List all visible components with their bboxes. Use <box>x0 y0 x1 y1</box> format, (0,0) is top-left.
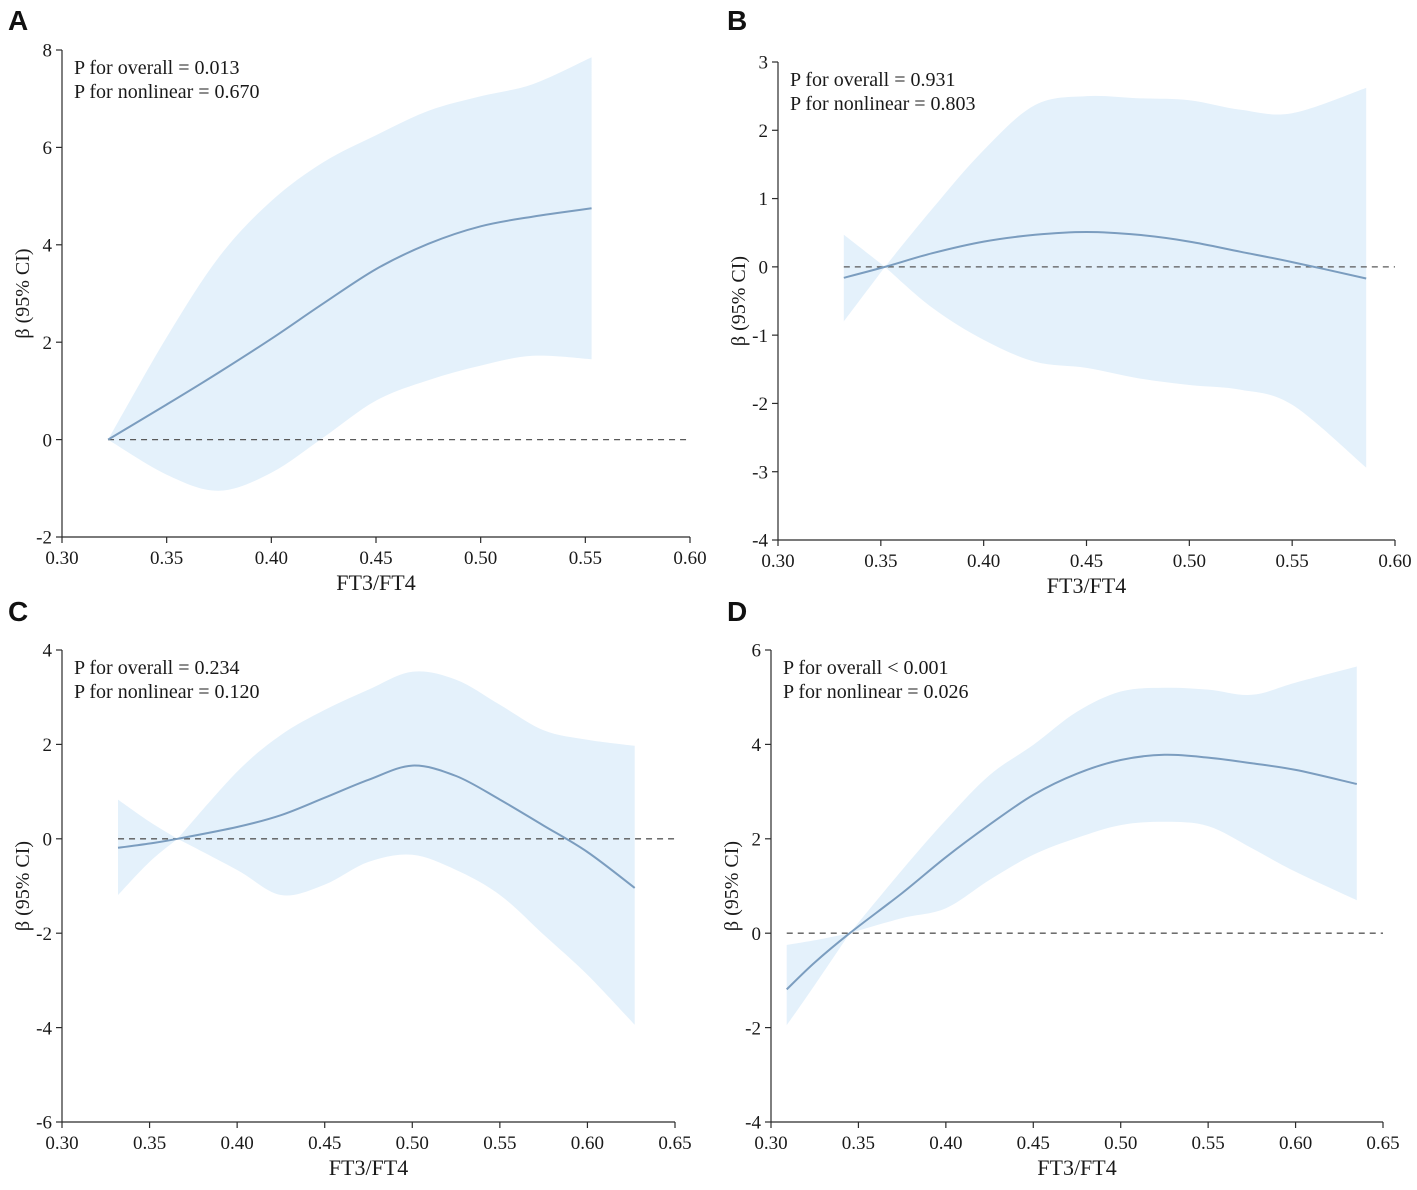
p-value-annotation-c-0: P for overall = 0.234 <box>74 657 240 679</box>
x-tick-label-d-1: 0.35 <box>842 1133 875 1154</box>
beta-curve-a <box>107 207 592 441</box>
panel-b: 0.30 0.35 0.40 0.45 0.50 0.55 0.60 -4 -3 -2 -1 0 1 2 3… <box>727 5 1412 598</box>
y-tick-label-c-0: -6 <box>36 1113 52 1134</box>
ci-band-d <box>786 666 1357 1026</box>
y-tick-label-b-6: 2 <box>759 121 769 142</box>
x-tick-label-a-0: 0.30 <box>45 548 78 569</box>
x-tick-label-b-1: 0.35 <box>864 551 897 572</box>
x-tick-label-c-5: 0.55 <box>483 1133 516 1154</box>
x-tick-label-a-3: 0.45 <box>359 548 392 569</box>
x-tick-label-c-7: 0.65 <box>658 1133 691 1154</box>
ci-band-b <box>843 87 1367 468</box>
x-tick-label-d-0: 0.30 <box>754 1133 787 1154</box>
x-tick-label-a-2: 0.40 <box>255 548 288 569</box>
x-tick-label-c-0: 0.30 <box>45 1133 78 1154</box>
panel-label-c: C <box>8 596 28 627</box>
x-tick-label-a-5: 0.55 <box>569 548 602 569</box>
y-tick-label-d-0: -4 <box>745 1113 761 1134</box>
p-value-annotation-b-1: P for nonlinear = 0.803 <box>790 93 976 115</box>
p-value-annotation-c-1: P for nonlinear = 0.120 <box>74 681 260 703</box>
x-tick-label-d-3: 0.45 <box>1017 1133 1050 1154</box>
x-tick-label-c-3: 0.45 <box>308 1133 341 1154</box>
x-tick-label-b-6: 0.60 <box>1378 551 1411 572</box>
y-tick-label-c-4: 2 <box>43 735 53 756</box>
panel-label-d: D <box>727 596 747 627</box>
y-axis-label-a: β (95% CI) <box>12 248 34 338</box>
y-tick-label-b-0: -4 <box>752 531 768 552</box>
ci-band-c <box>118 671 635 1025</box>
y-tick-label-d-5: 6 <box>752 641 762 662</box>
beta-curve-b <box>843 231 1367 280</box>
y-tick-label-b-3: -1 <box>752 326 768 347</box>
panel-c: 0.30 0.35 0.40 0.45 0.50 0.55 0.60 0.65 -6 -4 -2 0 2… <box>8 596 692 1180</box>
y-tick-label-c-5: 4 <box>43 641 53 662</box>
p-value-annotation-b-0: P for overall = 0.931 <box>790 69 956 91</box>
x-axis-label-d: FT3/FT4 <box>1037 1155 1116 1180</box>
y-axis-label-b: β (95% CI) <box>728 256 750 346</box>
x-tick-label-c-2: 0.40 <box>221 1133 254 1154</box>
y-axis-label-c: β (95% CI) <box>12 841 34 931</box>
panel-label-a: A <box>8 5 28 36</box>
p-value-annotation-d-0: P for overall < 0.001 <box>783 657 949 679</box>
x-tick-label-b-5: 0.55 <box>1276 551 1309 572</box>
x-tick-label-d-6: 0.60 <box>1279 1133 1312 1154</box>
x-tick-label-d-2: 0.40 <box>929 1133 962 1154</box>
x-axis-label-b: FT3/FT4 <box>1047 573 1126 598</box>
panel-a: 0.30 0.35 0.40 0.45 0.50 0.55 0.60 -2 0 2 4 6 8 FT3/F… <box>8 5 707 595</box>
x-tick-label-a-6: 0.60 <box>673 548 706 569</box>
y-tick-label-a-1: 0 <box>43 430 53 451</box>
y-tick-label-d-1: -2 <box>745 1018 761 1039</box>
x-tick-label-a-1: 0.35 <box>150 548 183 569</box>
y-tick-label-b-7: 3 <box>759 53 769 74</box>
panel-label-b: B <box>727 5 747 36</box>
x-tick-label-c-6: 0.60 <box>571 1133 604 1154</box>
p-value-annotation-a-0: P for overall = 0.013 <box>74 57 240 79</box>
x-tick-label-b-3: 0.45 <box>1070 551 1103 572</box>
y-tick-label-b-2: -2 <box>752 394 768 415</box>
y-tick-label-a-3: 4 <box>43 235 53 256</box>
panel-d: 0.30 0.35 0.40 0.45 0.50 0.55 0.60 0.65 -4 -2 0 2 4 6… <box>721 596 1400 1180</box>
x-tick-label-b-0: 0.30 <box>761 551 794 572</box>
y-axis-label-d: β (95% CI) <box>721 841 743 931</box>
x-axis-label-a: FT3/FT4 <box>336 570 415 595</box>
x-tick-label-d-5: 0.55 <box>1192 1133 1225 1154</box>
x-tick-label-b-4: 0.50 <box>1173 551 1206 572</box>
p-value-annotation-d-1: P for nonlinear = 0.026 <box>783 681 969 703</box>
y-tick-label-b-5: 1 <box>759 189 769 210</box>
x-tick-label-c-1: 0.35 <box>133 1133 166 1154</box>
x-tick-label-b-2: 0.40 <box>967 551 1000 572</box>
x-tick-label-c-4: 0.50 <box>396 1133 429 1154</box>
beta-curve-c <box>117 764 636 889</box>
x-axis-label-c: FT3/FT4 <box>329 1155 408 1180</box>
y-tick-label-c-2: -2 <box>36 924 52 945</box>
y-tick-label-a-4: 6 <box>43 138 53 159</box>
y-tick-label-d-2: 0 <box>752 924 762 945</box>
y-tick-label-a-2: 2 <box>43 333 53 354</box>
ci-band-a <box>108 57 592 491</box>
x-tick-label-d-4: 0.50 <box>1104 1133 1137 1154</box>
y-tick-label-d-4: 4 <box>752 735 762 756</box>
p-value-annotation-a-1: P for nonlinear = 0.670 <box>74 81 260 103</box>
y-tick-label-b-4: 0 <box>759 258 769 279</box>
y-tick-label-a-5: 8 <box>43 41 53 62</box>
beta-curve-d <box>786 753 1358 991</box>
x-tick-label-d-7: 0.65 <box>1366 1133 1399 1154</box>
y-tick-label-a-0: -2 <box>36 528 52 549</box>
y-tick-label-d-3: 2 <box>752 829 762 850</box>
y-tick-label-c-1: -4 <box>36 1018 52 1039</box>
x-tick-label-a-4: 0.50 <box>464 548 497 569</box>
y-tick-label-b-1: -3 <box>752 462 768 483</box>
y-tick-label-c-3: 0 <box>43 829 53 850</box>
